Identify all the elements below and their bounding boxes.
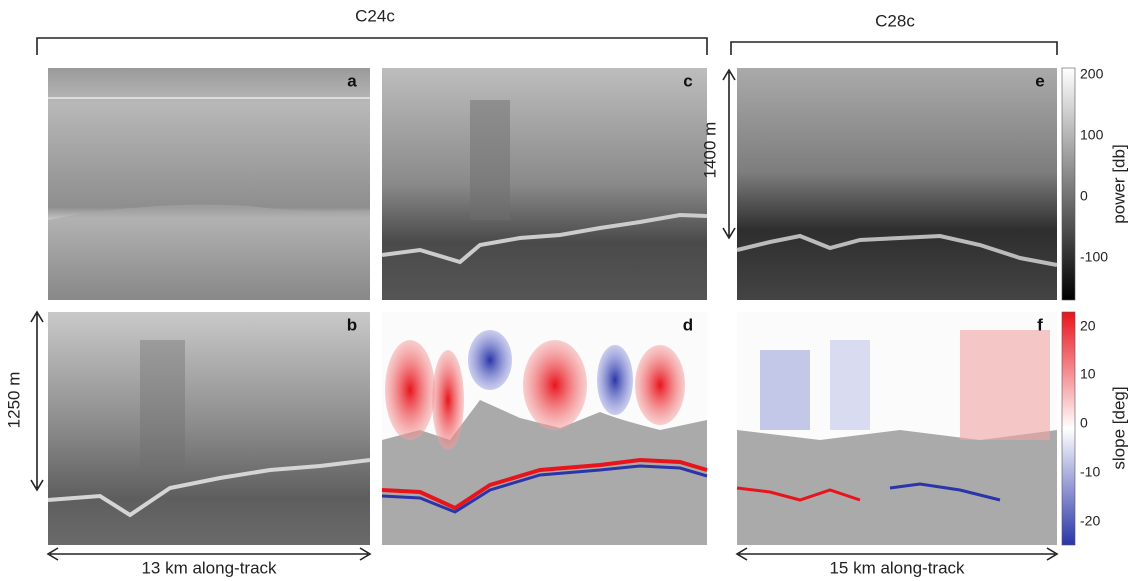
panel-d: [381, 312, 708, 545]
colorbar-label: slope [deg]: [1109, 386, 1128, 469]
panel-a: [48, 68, 370, 300]
colorbar-tick: 200: [1080, 66, 1104, 82]
scale-label: 15 km along-track: [829, 558, 965, 577]
panel-b: [47, 312, 371, 545]
panel-c: [381, 68, 708, 300]
colorbar: [1061, 67, 1076, 301]
panel-f: [736, 312, 1057, 545]
panel-letter: c: [683, 71, 692, 90]
colorbar-tick: 20: [1080, 318, 1096, 334]
colorbar-tick: 100: [1080, 127, 1104, 143]
panel-letter: d: [683, 315, 693, 334]
scale-label: 13 km along-track: [141, 558, 277, 577]
scale-arrow: [735, 547, 1059, 561]
colorbar-tick: -20: [1080, 513, 1100, 529]
bracket: [730, 41, 1058, 55]
colorbar-tick: 0: [1080, 415, 1088, 431]
panel-letter: b: [347, 315, 357, 334]
colorbar-label: power [db]: [1109, 144, 1128, 223]
colorbar: [1061, 311, 1076, 546]
panel-e: [736, 68, 1058, 300]
group-label: C28c: [875, 11, 915, 30]
group-label: C24c: [355, 6, 395, 25]
colorbar-tick: 0: [1080, 188, 1088, 204]
scale-label: 1400 m: [700, 122, 719, 179]
scale-arrow: [46, 547, 372, 561]
panel-letter: f: [1037, 315, 1043, 334]
scale-arrow: [722, 68, 736, 240]
scale-arrow: [30, 310, 44, 492]
colorbar-tick: 10: [1080, 366, 1096, 382]
panel-letter: e: [1035, 71, 1044, 90]
colorbar-tick: -100: [1080, 249, 1108, 265]
scale-label: 1250 m: [4, 372, 23, 429]
bracket: [36, 37, 708, 55]
panel-letter: a: [347, 71, 357, 90]
colorbar-tick: -10: [1080, 464, 1100, 480]
